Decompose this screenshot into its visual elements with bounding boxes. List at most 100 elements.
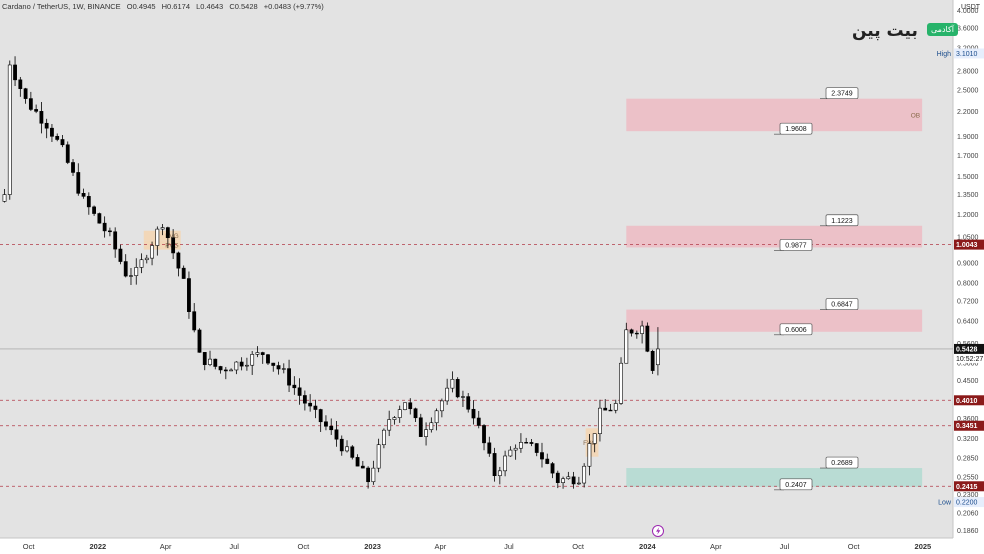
time-tick-label: Jul	[504, 542, 514, 551]
candle-body	[413, 408, 418, 419]
candle-body	[266, 354, 270, 364]
candle	[318, 408, 323, 432]
candle-body	[234, 361, 239, 371]
candle-body	[60, 139, 65, 146]
candle	[598, 399, 602, 442]
candle-body	[76, 172, 81, 194]
candle	[387, 410, 392, 437]
candle-body	[218, 366, 223, 371]
candle	[382, 428, 386, 449]
price-tick-label: 0.2550	[957, 475, 979, 482]
current-price-badge-text: 0.5428	[956, 346, 978, 353]
callout-box[interactable]	[779, 122, 813, 135]
candle-body	[397, 409, 402, 418]
callout-value: 0.9877	[785, 242, 807, 249]
callout-box[interactable]	[779, 478, 813, 491]
callout-value: 0.2407	[785, 482, 807, 489]
candle	[302, 390, 307, 411]
candle-body	[297, 387, 302, 396]
candle	[355, 454, 360, 467]
price-tick-label: 1.5000	[957, 174, 979, 181]
candle	[482, 424, 486, 451]
candle	[144, 254, 149, 264]
price-tick-label: 0.5000	[957, 360, 979, 367]
candle-body	[123, 261, 128, 277]
candle	[566, 471, 571, 480]
logo-badge: آکادمی	[927, 23, 958, 36]
candle-body	[276, 365, 281, 370]
callout-value: 0.2689	[831, 460, 853, 467]
candle	[181, 265, 186, 279]
candle	[7, 60, 12, 200]
candle-body	[13, 64, 17, 81]
candle	[60, 135, 65, 148]
candle-body	[424, 429, 428, 437]
candle	[550, 462, 555, 479]
candle-body	[281, 368, 286, 370]
candle-body	[155, 228, 160, 246]
candle	[524, 437, 529, 444]
candle-body	[86, 196, 91, 208]
time-tick-label: Oct	[23, 542, 36, 551]
candle	[202, 352, 207, 371]
candle	[408, 398, 413, 415]
callout-box[interactable]	[779, 323, 813, 336]
candle	[434, 408, 439, 431]
candle-body	[102, 222, 107, 232]
candle-body	[555, 472, 560, 483]
fvg-label: FVG	[165, 233, 178, 240]
callout-box[interactable]	[825, 214, 859, 227]
candle-body	[324, 421, 328, 427]
lightning-icon[interactable]	[652, 525, 664, 537]
price-tick-label: 1.9000	[957, 134, 979, 141]
candle	[118, 244, 123, 265]
candle	[366, 466, 371, 489]
candle-body	[471, 408, 476, 419]
candle-body	[466, 396, 471, 410]
candle-body	[197, 329, 202, 353]
candle-body	[439, 400, 444, 412]
candle-body	[355, 457, 360, 467]
candle-body	[134, 267, 139, 276]
price-tick-label: 3.6000	[957, 26, 979, 33]
level-badge-text: 1.0043	[956, 242, 978, 249]
callout-box[interactable]	[825, 298, 859, 310]
candle-body	[97, 213, 102, 224]
level-badge	[954, 481, 984, 492]
candle	[571, 471, 576, 489]
candles-layer	[2, 56, 660, 489]
candle-body	[39, 111, 44, 124]
price-tick-label: 2.2000	[957, 109, 979, 116]
candle-body	[345, 446, 349, 452]
candle-body	[487, 442, 492, 454]
symbol-title[interactable]: Cardano / TetherUS, 1W, BINANCE	[2, 2, 121, 11]
callout-box[interactable]	[825, 456, 859, 469]
candle-body	[181, 267, 186, 279]
candle-body	[28, 98, 33, 110]
candle	[102, 216, 107, 238]
time-tick-label: Oct	[848, 542, 861, 551]
candle-body	[334, 429, 339, 440]
price-axis[interactable]: USDT4.00003.60003.20002.80002.50002.2000…	[937, 4, 984, 535]
candle-body	[250, 354, 255, 366]
candle	[123, 254, 128, 278]
zone-resistance-1	[626, 225, 923, 248]
candle-body	[339, 438, 344, 452]
candle	[208, 350, 212, 367]
time-axis[interactable]: Oct 2022 Apr Jul Oct 2023 Apr Jul Oct 2024 Apr Jul O…	[23, 542, 931, 551]
candle-body	[519, 442, 523, 449]
time-tick-label: Apr	[160, 542, 172, 551]
time-tick-label: Oct	[572, 542, 585, 551]
price-tick-label: 0.6400	[957, 319, 979, 326]
candle	[2, 188, 7, 203]
candle-body	[176, 252, 181, 269]
level-badge-text: 0.2415	[956, 484, 978, 491]
callout-box[interactable]	[825, 87, 859, 100]
candle-body	[18, 79, 23, 89]
candle-body	[44, 122, 49, 129]
candle-body	[302, 395, 307, 404]
high-value: 3.1010	[956, 51, 978, 58]
callout-box[interactable]	[779, 239, 813, 251]
candle	[450, 371, 455, 393]
